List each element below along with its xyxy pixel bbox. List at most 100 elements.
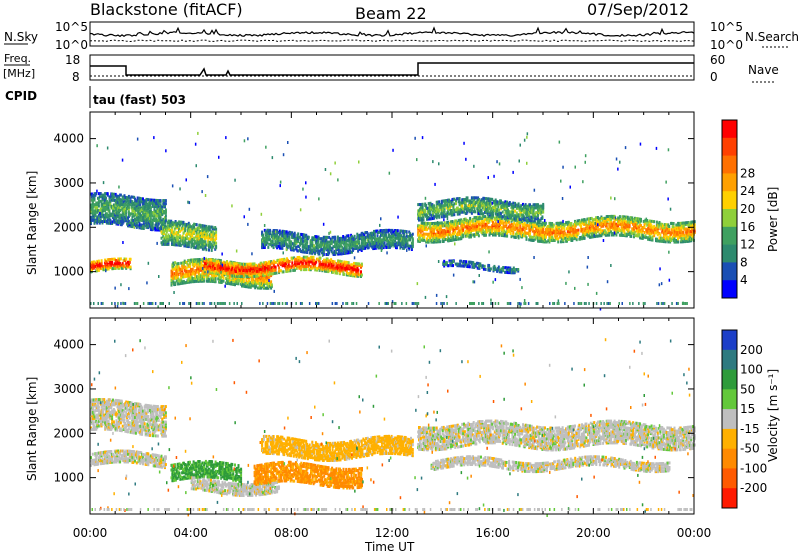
echo-cell [388,233,390,237]
echo-cell [164,210,167,213]
echo-cell [368,233,371,237]
echo-cell [164,202,167,206]
echo-cell [419,233,422,237]
echo-cell [188,229,191,233]
echo-cell [202,247,205,251]
echo-cell [599,231,602,235]
echo-cell [227,272,229,276]
echo-cell [510,235,513,239]
echo-cell [551,235,554,239]
echo-cell [138,221,141,225]
echo-cell [294,259,296,263]
echo-cell [357,234,360,238]
echo-cell [142,222,145,226]
echo-cell [167,239,170,243]
echo-cell [125,262,128,266]
echo-cell [332,245,335,249]
echo-cell [530,221,533,225]
echo-cell [235,267,237,270]
echo-cell [536,224,539,227]
echo-cell [99,220,102,223]
echo-cell [225,277,228,280]
echo-cell [124,265,127,269]
echo-cell [315,260,318,264]
echo-cell [292,248,295,252]
echo-cell [208,228,211,232]
echo-cell [175,279,178,283]
echo-cell [323,239,326,242]
echo-cell [531,229,534,233]
echo-cell [392,238,395,242]
echo-cell [161,205,164,209]
echo-cell [386,236,389,240]
echo-cell [194,262,197,266]
echo-cell [296,265,299,269]
echo-cell [482,215,485,219]
echo-cell [557,240,560,244]
echo-cell [460,237,463,241]
echo-cell [296,256,299,259]
noise-frame [89,21,695,47]
echo-cell [198,275,201,279]
echo-cell [93,260,96,264]
echo-cell [560,227,563,231]
echo-cell [387,230,390,234]
echo-cell [295,267,298,270]
echo-cell [471,218,474,221]
echo-cell [334,245,337,249]
echo-cell [179,229,181,233]
echo-cell [102,193,105,197]
echo-cell [570,222,573,225]
echo-cell [164,238,167,242]
echo-cell [595,231,598,235]
echo-cell [314,249,316,253]
echo-cell [264,282,267,286]
echo-cell [105,212,108,216]
echo-cell [576,219,579,223]
echo-cell [392,230,395,234]
echo-cell [496,215,499,218]
echo-cell [264,267,266,271]
echo-cell [285,230,288,234]
echo-cell [539,227,542,231]
echo-cell [357,246,360,250]
echo-cell [185,267,188,271]
echo-cell [362,239,365,243]
echo-cell [175,243,178,247]
echo-cell [170,278,173,282]
echo-cell [474,219,477,223]
echo-cell [357,271,360,275]
echo-cell [196,262,199,266]
echo-cell [99,215,102,219]
echo-cell [466,218,469,222]
echo-cell [355,246,358,250]
echo-cell [587,226,590,230]
echo-cell [341,246,344,249]
echo-cell [339,241,342,245]
echo-cell [200,231,203,235]
echo-cell [187,221,190,225]
echo-cell [291,256,294,260]
echo-cell [320,241,323,245]
echo-cell [394,229,397,232]
echo-cell [218,274,221,278]
echo-cell [333,260,336,264]
echo-cell [122,215,125,219]
echo-cell [417,230,420,234]
echo-cell [331,235,334,239]
echo-cell [90,209,92,213]
echo-cell [181,234,184,238]
echo-cell [317,249,320,253]
echo-cell [256,280,259,284]
echo-cell [229,279,232,283]
echo-cell [563,227,566,231]
echo-cell [329,248,331,252]
echo-cell [159,203,162,207]
echo-cell [297,232,300,236]
echo-cell [291,261,294,265]
echo-cell [322,264,325,268]
echo-cell [127,199,129,203]
echo-cell [363,247,366,250]
echo-cell [177,268,180,272]
echo-cell [115,194,118,198]
